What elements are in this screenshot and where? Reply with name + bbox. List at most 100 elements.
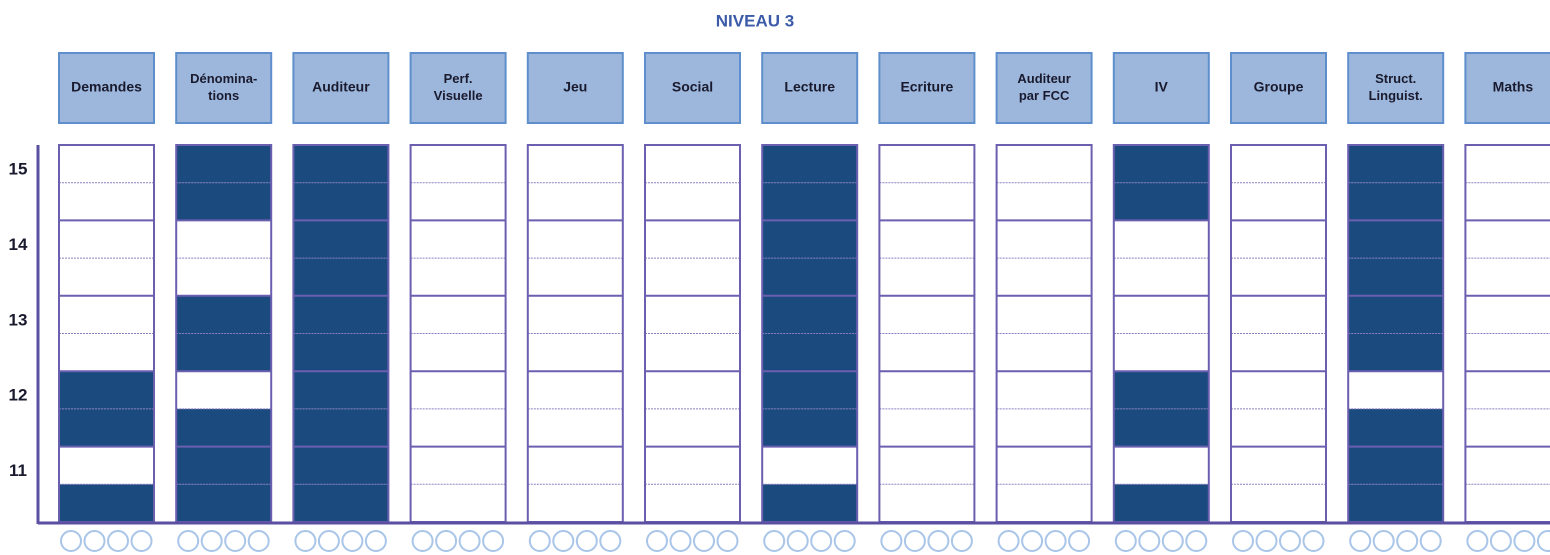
cell-filled	[176, 484, 272, 522]
header-label: Perf.	[444, 71, 473, 86]
cell-empty	[1231, 371, 1326, 409]
cell-filled	[293, 145, 389, 183]
score-circle	[224, 530, 247, 552]
level-label: 15	[9, 159, 28, 178]
header-label: Jeu	[563, 79, 587, 95]
cell-empty	[59, 258, 154, 296]
cell-filled	[1113, 145, 1209, 183]
cell-empty	[1231, 220, 1326, 259]
cell-empty	[996, 145, 1092, 183]
cell-filled	[762, 408, 858, 447]
cell-empty	[879, 295, 975, 334]
cell-empty	[1231, 446, 1326, 485]
header-label: tions	[208, 88, 239, 103]
cell-empty	[527, 446, 623, 485]
cell-empty	[410, 371, 506, 409]
cell-empty	[59, 446, 154, 485]
cell-empty	[1231, 295, 1326, 334]
score-circle	[364, 530, 387, 552]
cell-empty	[645, 408, 740, 447]
cell-empty	[996, 295, 1092, 334]
header-label: Lecture	[784, 79, 835, 95]
cell-filled	[1348, 333, 1444, 372]
cell-empty	[1231, 182, 1326, 221]
cell-filled	[1348, 484, 1444, 522]
score-circle	[716, 530, 739, 552]
cell-empty	[1113, 295, 1209, 334]
cell-filled	[1113, 408, 1209, 447]
cell-empty	[879, 220, 975, 259]
score-circle	[786, 530, 809, 552]
cell-empty	[527, 333, 623, 372]
score-circle	[575, 530, 598, 552]
cell-empty	[176, 371, 272, 409]
cell-empty	[59, 182, 154, 221]
score-circle	[528, 530, 551, 552]
cell-empty	[1465, 371, 1550, 409]
cell-empty	[1465, 145, 1550, 183]
cell-filled	[176, 145, 272, 183]
score-circle	[1279, 530, 1301, 552]
header-box	[1464, 52, 1550, 124]
cell-filled	[1348, 182, 1444, 221]
cell-empty	[996, 446, 1092, 485]
cell-empty	[996, 484, 1092, 522]
cell-empty	[1113, 258, 1209, 296]
cell-filled	[762, 295, 858, 334]
cell-filled	[1113, 182, 1209, 221]
cell-empty	[645, 145, 740, 183]
score-circle	[317, 530, 340, 552]
cell-empty	[996, 371, 1092, 409]
cell-empty	[996, 220, 1092, 259]
score-circle	[552, 530, 575, 552]
cell-filled	[293, 408, 389, 447]
cell-empty	[527, 220, 623, 259]
cell-empty	[879, 182, 975, 221]
score-circle	[1302, 530, 1325, 552]
cell-empty	[879, 145, 975, 183]
score-circle	[482, 530, 505, 552]
cell-filled	[176, 295, 272, 334]
cell-empty	[410, 145, 506, 183]
header-box	[878, 52, 976, 124]
cell-empty	[645, 182, 740, 221]
cell-empty	[410, 220, 506, 259]
cell-empty	[527, 145, 623, 183]
cell-empty	[996, 182, 1092, 221]
cell-filled	[1348, 295, 1444, 334]
cell-filled	[1348, 446, 1444, 485]
cell-empty	[645, 446, 740, 485]
cell-empty	[59, 333, 154, 372]
score-circle	[927, 530, 950, 552]
level-label: 11	[9, 461, 27, 480]
cell-empty	[1465, 333, 1550, 372]
cell-filled	[1113, 371, 1209, 409]
cell-empty	[996, 408, 1092, 447]
cell-empty	[1465, 484, 1550, 522]
cell-filled	[762, 333, 858, 372]
cell-empty	[410, 182, 506, 221]
cell-filled	[762, 182, 858, 221]
cell-empty	[645, 333, 740, 372]
score-circle	[1068, 530, 1091, 552]
cell-empty	[59, 145, 154, 183]
score-circle	[435, 530, 458, 552]
header-label: Linguist.	[1369, 88, 1423, 103]
score-circle	[1232, 530, 1254, 552]
cell-empty	[996, 258, 1092, 296]
cell-filled	[176, 408, 272, 447]
cell-empty	[59, 220, 154, 259]
cell-empty	[1231, 333, 1326, 372]
cell-empty	[1113, 220, 1209, 259]
score-circle	[1021, 530, 1044, 552]
cell-empty	[1465, 446, 1550, 485]
cell-empty	[645, 484, 740, 522]
cell-filled	[293, 484, 389, 522]
cell-empty	[410, 333, 506, 372]
score-circle	[1536, 530, 1550, 552]
header-label: Visuelle	[434, 88, 483, 103]
cell-empty	[527, 295, 623, 334]
score-circle	[763, 530, 786, 552]
header-label: Auditeur	[1017, 71, 1070, 86]
score-circle	[833, 530, 856, 552]
